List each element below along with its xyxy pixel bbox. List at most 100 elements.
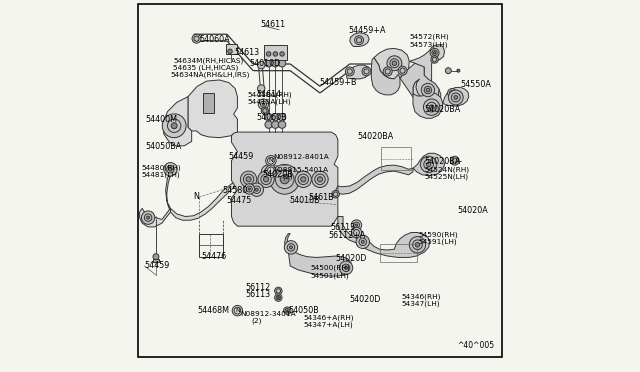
Text: N: N — [235, 308, 240, 313]
Polygon shape — [413, 92, 443, 118]
Circle shape — [270, 164, 300, 194]
Bar — [227, 44, 237, 54]
Polygon shape — [443, 87, 468, 106]
Circle shape — [265, 121, 273, 128]
Circle shape — [289, 246, 292, 249]
Text: 54635 (LH,HICAS): 54635 (LH,HICAS) — [173, 64, 239, 71]
Text: 54613: 54613 — [234, 48, 260, 57]
Text: 54500(RH): 54500(RH) — [310, 264, 351, 271]
Text: 54634NA(RH&LH,IRS): 54634NA(RH&LH,IRS) — [170, 72, 250, 78]
Circle shape — [257, 85, 265, 92]
Circle shape — [392, 61, 397, 65]
Text: 56112: 56112 — [246, 283, 271, 292]
Circle shape — [246, 177, 251, 182]
Circle shape — [284, 307, 291, 314]
Text: 54634M(RH,HICAS): 54634M(RH,HICAS) — [173, 57, 243, 64]
Circle shape — [332, 190, 339, 198]
Circle shape — [241, 171, 257, 187]
Circle shape — [278, 113, 286, 121]
Circle shape — [426, 162, 431, 167]
Circle shape — [339, 261, 353, 275]
Circle shape — [163, 114, 186, 138]
Polygon shape — [347, 65, 370, 79]
Circle shape — [265, 60, 273, 67]
Circle shape — [273, 52, 278, 56]
Text: 54590(RH): 54590(RH) — [419, 231, 458, 238]
Circle shape — [355, 36, 364, 45]
Polygon shape — [356, 232, 429, 257]
Circle shape — [355, 224, 358, 226]
Text: 54020D: 54020D — [349, 295, 381, 304]
Circle shape — [398, 66, 407, 75]
Circle shape — [278, 60, 286, 67]
Text: 54475: 54475 — [227, 196, 252, 205]
Polygon shape — [349, 33, 369, 46]
Circle shape — [275, 294, 282, 301]
Polygon shape — [338, 217, 363, 244]
Circle shape — [244, 184, 255, 194]
Circle shape — [258, 171, 275, 187]
Polygon shape — [413, 153, 445, 176]
Circle shape — [257, 61, 265, 69]
Text: 54050BA: 54050BA — [145, 142, 181, 151]
Circle shape — [351, 220, 362, 230]
Polygon shape — [203, 93, 214, 113]
Circle shape — [271, 121, 279, 128]
Circle shape — [449, 90, 463, 105]
Text: 54468M: 54468M — [197, 306, 229, 315]
Circle shape — [266, 170, 271, 174]
Circle shape — [383, 67, 392, 76]
Circle shape — [415, 243, 420, 247]
Text: 54346(RH): 54346(RH) — [402, 293, 442, 300]
Text: (2): (2) — [251, 317, 262, 324]
Circle shape — [447, 89, 456, 97]
Circle shape — [387, 56, 402, 71]
Text: 54020BA: 54020BA — [424, 157, 460, 166]
Text: 54572(RH): 54572(RH) — [410, 34, 449, 41]
Circle shape — [410, 237, 426, 253]
Circle shape — [261, 165, 276, 180]
Text: 54060A: 54060A — [199, 35, 230, 44]
Circle shape — [457, 69, 460, 72]
Text: 54010D: 54010D — [250, 59, 280, 68]
Text: 54459+A: 54459+A — [348, 26, 385, 35]
Circle shape — [192, 34, 201, 43]
Circle shape — [280, 52, 284, 56]
Text: 54611: 54611 — [260, 20, 285, 29]
Circle shape — [275, 287, 282, 295]
Text: 54020B: 54020B — [262, 170, 293, 179]
Bar — [381, 147, 411, 170]
Polygon shape — [188, 80, 237, 138]
Text: 54400M: 54400M — [145, 115, 177, 124]
Circle shape — [430, 48, 439, 57]
Circle shape — [153, 254, 159, 260]
Circle shape — [454, 96, 458, 99]
Circle shape — [264, 177, 269, 182]
Text: V08915-5401A: V08915-5401A — [273, 167, 328, 173]
Text: 54347(LH): 54347(LH) — [402, 301, 440, 307]
Bar — [264, 45, 287, 60]
Text: 54501(LH): 54501(LH) — [310, 272, 349, 279]
Text: 54020D: 54020D — [335, 254, 366, 263]
Polygon shape — [374, 48, 410, 79]
Text: 56113: 56113 — [330, 223, 356, 232]
Text: N08912-3401A: N08912-3401A — [240, 311, 296, 317]
Text: 54614: 54614 — [257, 90, 282, 99]
Circle shape — [287, 310, 288, 311]
Circle shape — [266, 52, 271, 56]
Circle shape — [356, 235, 369, 248]
Circle shape — [248, 188, 250, 190]
Bar — [270, 165, 290, 177]
Circle shape — [284, 241, 298, 254]
Circle shape — [262, 103, 264, 105]
Circle shape — [450, 156, 459, 165]
Polygon shape — [371, 58, 400, 95]
Circle shape — [255, 188, 259, 191]
Text: 54050B: 54050B — [289, 306, 319, 315]
Circle shape — [424, 99, 440, 115]
Text: ^40^005: ^40^005 — [458, 341, 495, 350]
Polygon shape — [140, 208, 170, 227]
Polygon shape — [166, 169, 268, 220]
Circle shape — [317, 177, 323, 182]
Circle shape — [431, 56, 438, 63]
